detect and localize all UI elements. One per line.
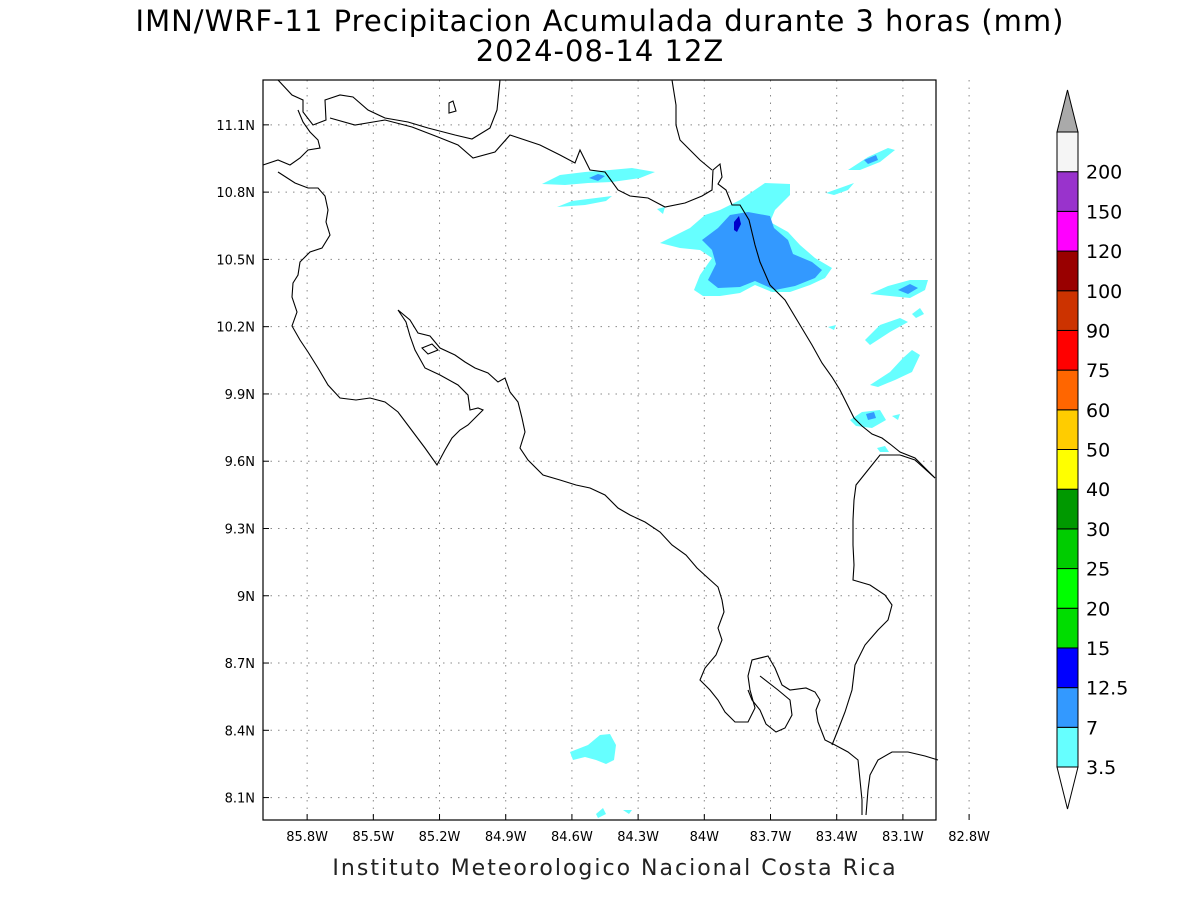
rain-area-light xyxy=(877,446,889,452)
rain-area-light xyxy=(657,207,665,214)
colorbar-label: 75 xyxy=(1086,360,1110,382)
lat-tick-label: 10.5N xyxy=(216,253,255,268)
colorbar-label: 150 xyxy=(1086,201,1122,223)
lat-tick-label: 9.9N xyxy=(225,388,255,403)
panama-border xyxy=(831,454,936,746)
footer-institution: Instituto Meteorologico Nacional Costa R… xyxy=(332,856,898,881)
colorbar-label: 100 xyxy=(1086,281,1122,303)
colorbar-bin xyxy=(1056,687,1079,728)
colorbar-label: 50 xyxy=(1086,440,1110,462)
rain-area-moderate xyxy=(866,412,876,420)
lon-tick-label: 85.2W xyxy=(419,830,461,845)
rain-area-moderate xyxy=(702,212,822,290)
colorbar-label: 60 xyxy=(1086,400,1110,422)
pacific-coast xyxy=(277,171,863,815)
colorbar-bin xyxy=(1056,329,1079,371)
colorbar-bin xyxy=(1056,647,1079,689)
lon-tick-label: 83.4W xyxy=(816,830,858,845)
lat-tick-label: 10.2N xyxy=(216,321,255,336)
rain-area-light xyxy=(865,318,908,345)
nicaragua-costa-rica-border xyxy=(329,117,936,479)
rain-area-light xyxy=(623,810,632,814)
guanacaste-coast xyxy=(262,109,321,166)
colorbar-label: 25 xyxy=(1086,559,1110,581)
latitude-axis: 11.1N 10.8N 10.5N 10.2N 9.9N 9.6N 9.3N 9N 8.7N 8.… xyxy=(216,119,269,807)
colorbar-bin xyxy=(1056,607,1079,649)
colorbar-bin xyxy=(1056,290,1079,331)
lon-tick-label: 83.7W xyxy=(750,830,792,845)
colorbar-bin xyxy=(1056,409,1079,450)
colorbar-bin xyxy=(1056,488,1079,530)
map-datetime: 2024-08-14 12Z xyxy=(475,34,725,68)
colorbar-bin xyxy=(1056,131,1079,173)
colorbar-over-arrow xyxy=(1056,89,1079,133)
rain-area-light xyxy=(557,196,612,207)
rain-area-light xyxy=(596,808,606,818)
colorbar-label: 30 xyxy=(1086,519,1110,541)
lon-tick-label: 84.6W xyxy=(551,830,593,845)
colorbar-label: 3.5 xyxy=(1086,757,1116,779)
colorbar-under-arrow xyxy=(1056,766,1079,810)
colorbar-label: 120 xyxy=(1086,241,1122,263)
colorbar-bin xyxy=(1056,171,1079,212)
lon-tick-label: 84W xyxy=(690,830,720,845)
grid-lines xyxy=(263,80,970,820)
precipitation-field xyxy=(542,148,928,818)
burica-coast xyxy=(865,751,939,816)
lon-tick-label: 84.3W xyxy=(617,830,659,845)
lat-tick-label: 8.4N xyxy=(225,724,255,739)
rain-area-light xyxy=(870,350,920,387)
lon-tick-label: 85.5W xyxy=(352,830,394,845)
lat-tick-label: 9.6N xyxy=(225,455,255,470)
colorbar-bin xyxy=(1056,210,1079,252)
lon-tick-label: 84.9W xyxy=(485,830,527,845)
colorbar-label: 90 xyxy=(1086,320,1110,342)
map-title: IMN/WRF-11 Precipitacion Acumulada duran… xyxy=(135,4,1065,38)
gulf-nicoya-island xyxy=(421,343,439,355)
rain-area-light xyxy=(828,325,836,330)
lat-tick-label: 9N xyxy=(237,590,255,605)
lon-tick-label: 83.1W xyxy=(882,830,924,845)
lat-tick-label: 10.8N xyxy=(216,186,255,201)
coastline xyxy=(262,79,939,816)
rain-area-light xyxy=(912,308,924,318)
precipitation-colorbar: 3.5 7 12.5 15 20 25 30 40 50 60 75 90 100 120 150 200 xyxy=(1056,89,1128,810)
rain-area-moderate xyxy=(864,155,878,164)
osa-peninsula-inner xyxy=(747,675,793,733)
rain-area-moderate xyxy=(589,174,605,181)
lat-tick-label: 9.3N xyxy=(225,522,255,537)
colorbar-bin xyxy=(1056,568,1079,609)
map-frame xyxy=(262,79,937,821)
rain-area-heavy xyxy=(734,216,741,232)
colorbar-label: 200 xyxy=(1086,162,1122,184)
rain-area-moderate xyxy=(898,284,918,294)
colorbar-bin xyxy=(1056,449,1079,490)
rain-area-light xyxy=(870,280,928,298)
lon-tick-label: 82.8W xyxy=(948,830,990,845)
colorbar-label: 7 xyxy=(1086,717,1098,739)
nicaragua-caribbean-coast xyxy=(671,79,713,171)
colorbar-bin xyxy=(1056,250,1079,292)
lon-tick-label: 85.8W xyxy=(286,830,328,845)
colorbar-bin xyxy=(1056,726,1079,768)
colorbar-label: 15 xyxy=(1086,638,1110,660)
nicaragua-lake-shore xyxy=(277,79,501,140)
colorbar-label: 12.5 xyxy=(1086,678,1128,700)
rain-area-light xyxy=(570,734,616,764)
lat-tick-label: 11.1N xyxy=(216,119,255,134)
lat-tick-label: 8.7N xyxy=(225,657,255,672)
lake-island xyxy=(448,100,457,114)
colorbar-label: 20 xyxy=(1086,598,1110,620)
lat-tick-label: 8.1N xyxy=(225,792,255,807)
longitude-axis: 85.8W 85.5W 85.2W 84.9W 84.6W 84.3W 84W 83.7W 83… xyxy=(286,814,990,845)
rain-area-light xyxy=(826,183,854,195)
colorbar-bin xyxy=(1056,369,1079,411)
colorbar-label: 40 xyxy=(1086,479,1110,501)
colorbar-bin xyxy=(1056,528,1079,570)
rain-area-light xyxy=(892,414,900,420)
